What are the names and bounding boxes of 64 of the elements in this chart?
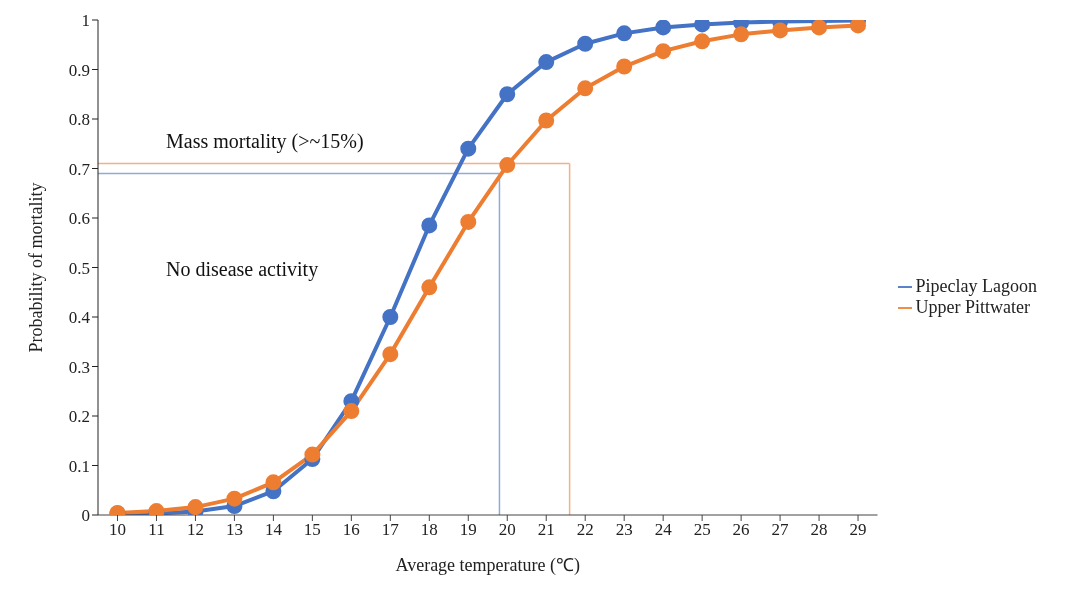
- y-tick-label: 0.2: [68, 407, 90, 427]
- point: [733, 26, 750, 43]
- x-axis-title: Average temperature (℃): [395, 555, 581, 576]
- x-tick-label: 12: [186, 520, 204, 540]
- x-tick-label: 26: [732, 520, 750, 540]
- point: [616, 25, 633, 42]
- x-tick-label: 13: [225, 520, 243, 540]
- point: [226, 490, 243, 507]
- point: [382, 346, 399, 363]
- x-tick-label: 28: [810, 520, 828, 540]
- point: [538, 112, 555, 129]
- point: [421, 279, 438, 296]
- x-tick-label: 22: [576, 520, 594, 540]
- point: [538, 54, 555, 71]
- point: [382, 309, 399, 325]
- y-axis-title: Probability of mortality: [26, 182, 47, 353]
- point: [694, 20, 711, 33]
- y-tick-label: 0.8: [68, 110, 90, 130]
- point: [460, 213, 477, 230]
- point: [460, 140, 477, 157]
- x-tick-label: 18: [420, 520, 438, 540]
- x-tick-label: 15: [303, 520, 321, 540]
- x-tick-label: 17: [381, 520, 400, 540]
- point: [421, 217, 438, 234]
- point: [850, 20, 867, 34]
- y-tick-label: 0.3: [68, 357, 90, 377]
- point: [343, 403, 360, 420]
- point: [655, 43, 672, 60]
- y-tick-label: 0.6: [68, 209, 90, 229]
- x-tick-label: 29: [849, 520, 867, 540]
- x-tick-label: 11: [148, 520, 165, 540]
- y-tick-label: 0.1: [68, 456, 90, 476]
- x-tick-label: 27: [771, 520, 790, 540]
- legend-label: Upper Pittwater: [915, 296, 1030, 317]
- x-tick-label: 23: [615, 520, 633, 540]
- point: [694, 33, 711, 50]
- annotation: No disease activity: [166, 258, 319, 281]
- y-tick-label: 0.4: [68, 308, 91, 328]
- y-tick-label: 0.5: [68, 258, 90, 278]
- point: [655, 20, 672, 36]
- point: [304, 446, 321, 463]
- point: [772, 22, 789, 39]
- point: [265, 474, 282, 491]
- legend-label: Pipeclay Lagoon: [915, 275, 1037, 296]
- point: [499, 86, 516, 103]
- x-tick-label: 21: [537, 520, 555, 540]
- x-tick-label: 14: [264, 520, 283, 540]
- x-tick-label: 16: [342, 520, 360, 540]
- y-tick-label: 0.7: [68, 159, 91, 179]
- x-tick-label: 24: [654, 520, 673, 540]
- y-tick-label: 0: [81, 506, 90, 526]
- annotation: Mass mortality (>~15%): [166, 130, 364, 153]
- x-tick-label: 20: [498, 520, 516, 540]
- point: [499, 157, 516, 174]
- x-tick-label: 10: [108, 520, 126, 540]
- point: [616, 58, 633, 75]
- x-tick-label: 19: [459, 520, 477, 540]
- point: [811, 20, 828, 36]
- x-tick-label: 25: [693, 520, 711, 540]
- point: [577, 35, 594, 52]
- point: [187, 499, 204, 515]
- y-tick-label: 1: [81, 11, 90, 31]
- point: [577, 80, 594, 97]
- y-tick-label: 0.9: [68, 60, 90, 80]
